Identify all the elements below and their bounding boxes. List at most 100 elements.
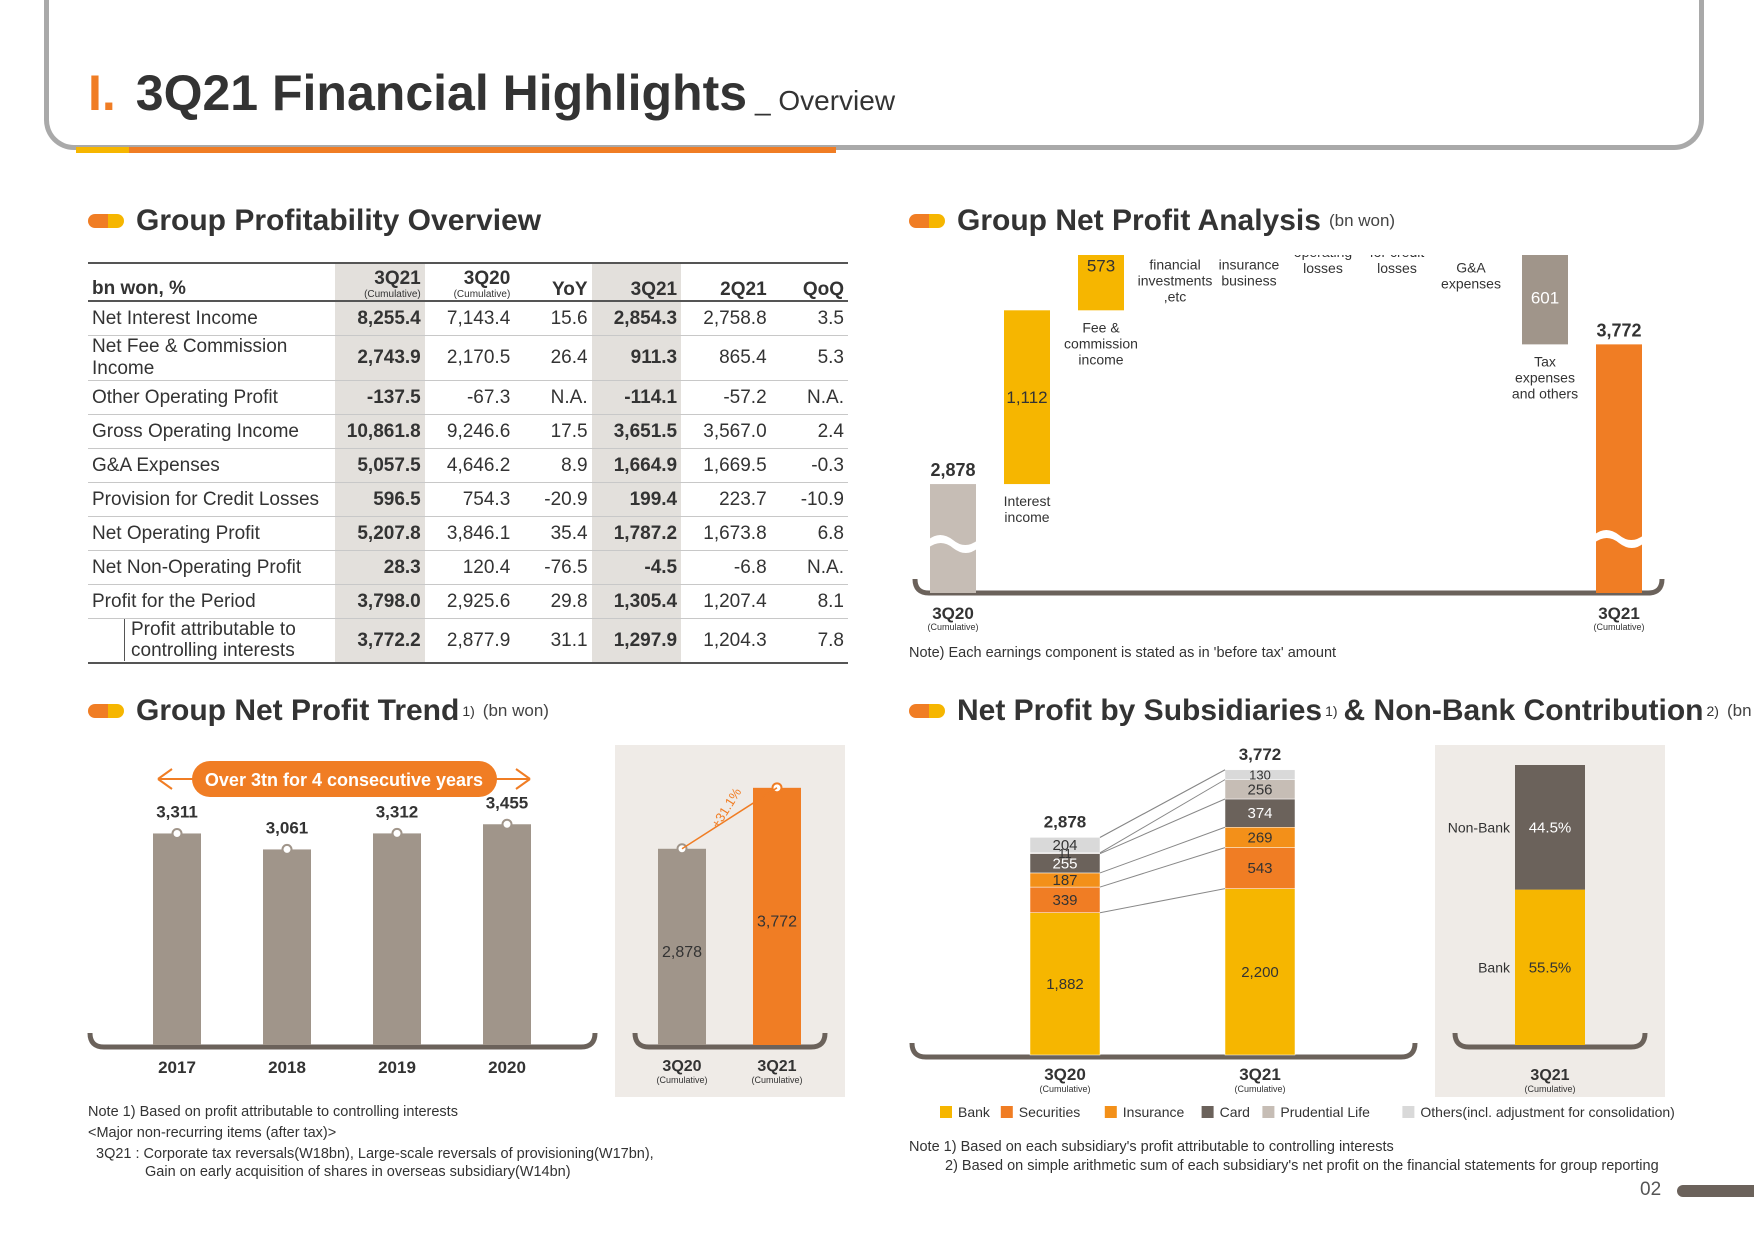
table-row: G&A Expenses 5,057.5 4,646.2 8.9 1,664.9 1,66…	[88, 448, 848, 483]
stacked-total-label: 2,878	[1044, 812, 1087, 831]
stacked-value-label: 543	[1247, 860, 1272, 877]
column-header: YoY	[514, 262, 592, 302]
section-title: & Non-Bank Contribution	[1343, 694, 1704, 727]
table-row: Net Interest Income 8,255.4 7,143.4 15.6 2,8…	[88, 301, 848, 336]
row-label: Other Operating Profit	[88, 380, 336, 415]
stacked-value-label: 11	[1058, 846, 1072, 861]
compare-category-sub: (Cumulative)	[751, 1075, 802, 1085]
subsidiaries-baseline	[909, 1042, 1418, 1060]
table-cell: N.A.	[514, 380, 592, 415]
table-cell: 6.8	[770, 516, 848, 551]
table-cell: 120.4	[424, 550, 515, 585]
trend-bar-marker	[171, 827, 183, 839]
table-cell: 8.1	[770, 584, 848, 619]
legend-label: Prudential Life	[1280, 1104, 1370, 1120]
waterfall-category-label: insurance	[1219, 257, 1280, 273]
stacked-segment	[1029, 886, 1101, 913]
stacked-value-label: 187	[1052, 872, 1077, 889]
title-roman-numeral: I.	[88, 65, 116, 121]
table-cell: 3,798.0	[335, 584, 425, 619]
table-corner-header: bn won, %	[88, 262, 336, 302]
compare-value-label: 3,772	[757, 913, 797, 930]
nonbank-share-value: 44.5%	[1529, 819, 1572, 836]
stacked-category-sub: (Cumulative)	[1039, 1084, 1090, 1094]
trend-chart: 3,311 2017 3,061 2018 3,312 2019 3,455 2020 Over…	[87, 745, 845, 1097]
column-header: 2Q21	[681, 262, 771, 302]
row-label: Profit for the Period	[88, 584, 336, 619]
table-row: Gross Operating Income 10,861.8 9,246.6 17.…	[88, 414, 848, 449]
waterfall-category-label: expenses	[1515, 369, 1575, 385]
contribution-category-sub: (Cumulative)	[1524, 1084, 1575, 1094]
table-cell: 9,246.6	[424, 414, 515, 449]
arrow-right-icon	[515, 768, 531, 790]
section-unit: (bn won)	[1328, 211, 1396, 230]
table-cell: 1,297.9	[591, 618, 682, 664]
waterfall-category-label: business	[1221, 273, 1276, 289]
table-header-row: bn won, % 3Q21 (Cumulative) 3Q20 (Cumulati…	[88, 262, 848, 302]
legend-label: Card	[1220, 1104, 1250, 1120]
trend-baseline	[87, 1032, 598, 1050]
stacked-segment	[1224, 769, 1296, 780]
connector-line	[1099, 826, 1226, 874]
waterfall-step-bar	[1004, 310, 1050, 485]
section-footnote-marker: 1)	[1325, 703, 1338, 719]
table-cell: 5,207.8	[335, 516, 425, 551]
table-cell: 3,651.5	[591, 414, 682, 449]
waterfall-category-label: expenses	[1441, 275, 1501, 291]
table-row: Net Operating Profit 5,207.8 3,846.1 35.4 1,…	[88, 516, 848, 551]
section-footnote-marker: 2)	[1706, 703, 1719, 719]
waterfall-category-label: operating	[1294, 255, 1352, 260]
trend-note-1: Note 1) Based on profit attributable to …	[88, 1104, 458, 1120]
waterfall-category-label: commission	[1064, 335, 1138, 351]
table-row: Provision for Credit Losses 596.5 754.3 -20…	[88, 482, 848, 517]
table-cell: N.A.	[770, 380, 848, 415]
stacked-value-label: 374	[1247, 805, 1272, 822]
trend-bar	[483, 824, 531, 1045]
growth-line	[681, 787, 778, 850]
waterfall-value-label: 2,878	[930, 460, 975, 480]
page-title: I. 3Q21 Financial Highlights _ Overview	[88, 64, 895, 122]
table-cell: 31.1	[514, 618, 592, 664]
analysis-note: Note) Each earnings component is stated …	[909, 645, 1337, 661]
trend-bar	[263, 849, 311, 1045]
bullet-pill-icon	[88, 214, 124, 228]
bank-share-label: Bank	[1478, 959, 1511, 975]
arrow-left-icon	[157, 768, 173, 790]
waterfall-category-label: income	[1078, 351, 1123, 367]
subsidiaries-note-2: 2) Based on simple arithmetic sum of eac…	[945, 1158, 1659, 1174]
legend-label: Securities	[1019, 1104, 1080, 1120]
column-header: 3Q21	[591, 262, 682, 302]
section-unit: (bn won)	[482, 701, 549, 720]
trend-value-label: 3,312	[376, 802, 419, 821]
waterfall-category-label: G&A	[1456, 259, 1486, 275]
bullet-pill-icon	[909, 214, 945, 228]
table-cell: 1,673.8	[681, 516, 771, 551]
table-cell: -10.9	[770, 482, 848, 517]
trend-note-4: Gain on early acquisition of shares in o…	[145, 1164, 571, 1180]
waterfall-category-label: Fee &	[1082, 319, 1120, 335]
waterfall-category-label: financial	[1149, 257, 1200, 273]
table-cell: 223.7	[681, 482, 771, 517]
table-cell: 4,646.2	[424, 448, 515, 483]
table-cell: -20.9	[514, 482, 592, 517]
waterfall-value-label: 3,772	[1596, 320, 1641, 340]
row-label: Gross Operating Income	[88, 414, 336, 449]
table-cell: -137.5	[335, 380, 425, 415]
contribution-baseline	[1452, 1032, 1648, 1050]
column-header: 3Q21 (Cumulative)	[335, 262, 425, 302]
stacked-value-label: 255	[1052, 855, 1077, 872]
waterfall-end-bar	[1596, 344, 1642, 593]
bullet-pill-icon	[88, 704, 124, 718]
table-cell: 2,854.3	[591, 301, 682, 336]
column-header: 3Q20 (Cumulative)	[424, 262, 515, 302]
connector-line	[1099, 798, 1226, 855]
table-row: Net Non-Operating Profit 28.3 120.4 -76.5 -4…	[88, 550, 848, 585]
waterfall-value-label: 573	[1087, 257, 1115, 276]
table-cell: 2,925.6	[424, 584, 515, 619]
table-row: Net Fee & Commission Income 2,743.9 2,170.…	[88, 335, 848, 381]
table-cell: 8,255.4	[335, 301, 425, 336]
connector-line	[1099, 847, 1226, 888]
page-number-bar	[1677, 1185, 1754, 1197]
section-title: Group Net Profit Trend	[136, 694, 460, 727]
stacked-value-label: 1,882	[1046, 976, 1084, 993]
